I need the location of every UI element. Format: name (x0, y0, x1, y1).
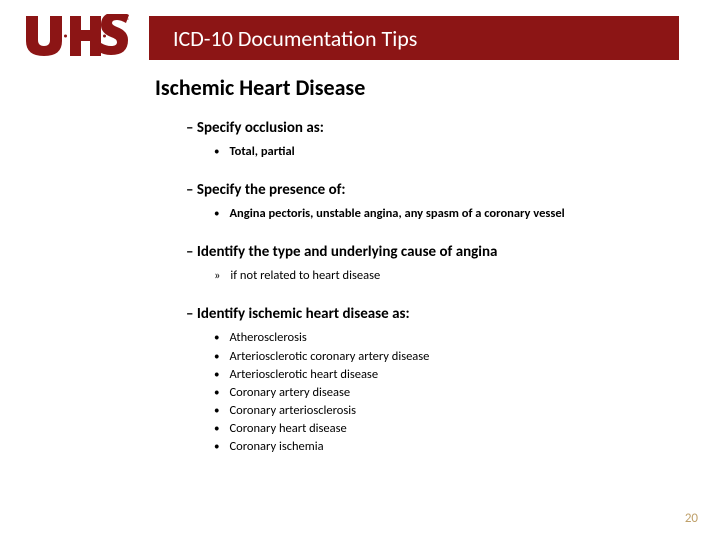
section-title: Ischemic Heart Disease (155, 74, 720, 101)
page-title: ICD-10 Documentation Tips (173, 25, 417, 52)
sub-item: Atherosclerosis (228, 329, 680, 347)
sub-item: Arteriosclerotic coronary artery disease (228, 348, 680, 366)
sub-item: Coronary artery disease (228, 384, 680, 402)
sub-item: Angina pectoris, unstable angina, any sp… (228, 205, 680, 223)
item-heading: Specify occlusion as: (200, 119, 680, 137)
content-item: Specify the presence of: Angina pectoris,… (200, 181, 680, 223)
uhs-logo-svg: ® (24, 14, 129, 60)
sub-item: if not related to heart disease (228, 267, 680, 285)
item-heading: Identify the type and underlying cause o… (200, 243, 680, 261)
title-bar: ICD-10 Documentation Tips (149, 16, 679, 60)
header-row: ® ICD-10 Documentation Tips (0, 0, 720, 60)
item-heading: Identify ischemic heart disease as: (200, 305, 680, 323)
sub-list: AtherosclerosisArteriosclerotic coronary… (228, 329, 680, 456)
sub-list: if not related to heart disease (228, 267, 680, 285)
content-body: Specify occlusion as:Total, partialSpeci… (200, 119, 680, 456)
svg-text:®: ® (127, 17, 129, 24)
sub-item: Total, partial (228, 143, 680, 161)
sub-list: Angina pectoris, unstable angina, any sp… (228, 205, 680, 223)
sub-item: Coronary arteriosclerosis (228, 402, 680, 420)
sub-item: Coronary ischemia (228, 438, 680, 456)
item-heading: Specify the presence of: (200, 181, 680, 199)
uhs-logo: ® (24, 14, 129, 60)
content-item: Identify the type and underlying cause o… (200, 243, 680, 285)
sub-item: Coronary heart disease (228, 420, 680, 438)
sub-item: Arteriosclerotic heart disease (228, 366, 680, 384)
content-item: Specify occlusion as: Total, partial (200, 119, 680, 161)
sub-list: Total, partial (228, 143, 680, 161)
page-number: 20 (685, 511, 698, 526)
content-item: Identify ischemic heart disease as: Ather… (200, 305, 680, 456)
